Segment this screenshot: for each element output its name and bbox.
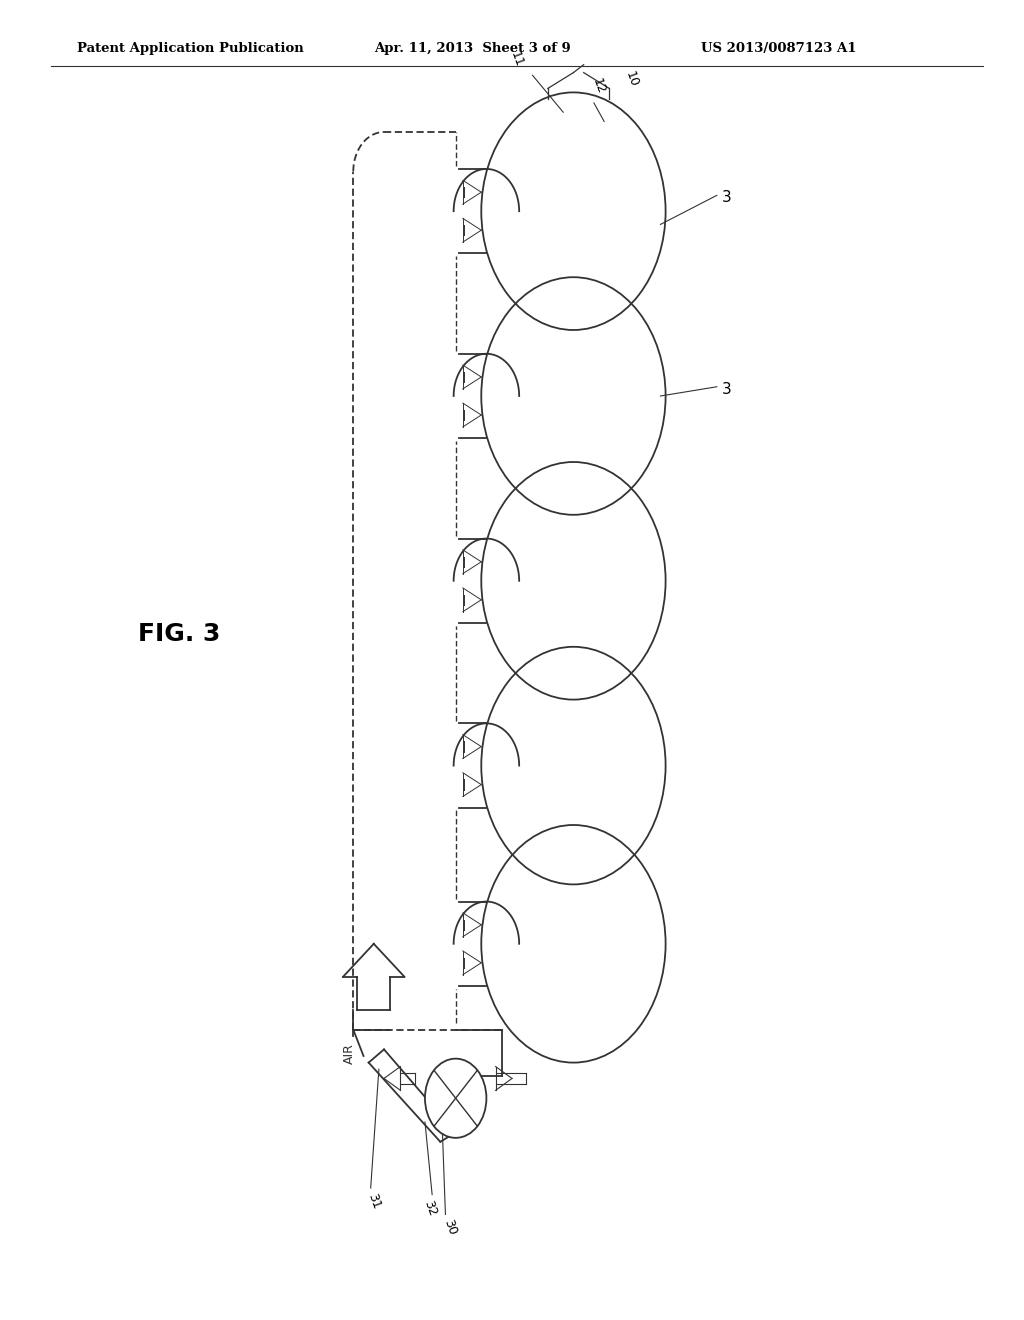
Text: 3: 3: [722, 190, 732, 206]
Text: 11: 11: [508, 50, 526, 69]
Text: 32: 32: [421, 1199, 439, 1217]
Text: 10: 10: [623, 70, 640, 88]
Text: AIR: AIR: [343, 1043, 356, 1064]
Text: 12: 12: [590, 77, 608, 95]
Text: US 2013/0087123 A1: US 2013/0087123 A1: [701, 42, 857, 55]
Circle shape: [425, 1059, 486, 1138]
Text: 30: 30: [441, 1218, 460, 1237]
Text: 31: 31: [365, 1192, 383, 1210]
Text: Apr. 11, 2013  Sheet 3 of 9: Apr. 11, 2013 Sheet 3 of 9: [374, 42, 570, 55]
Text: FIG. 3: FIG. 3: [138, 622, 220, 645]
Text: 3: 3: [722, 381, 732, 397]
Text: Patent Application Publication: Patent Application Publication: [77, 42, 303, 55]
